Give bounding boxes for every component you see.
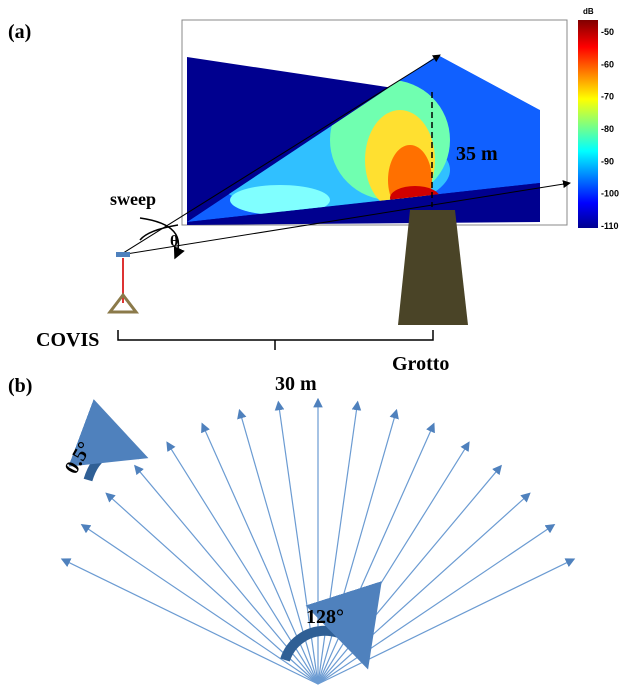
colorbar-tick-label: -70 — [601, 92, 614, 102]
colorbar-ticks: -50 -60 -70 -80 -90 -100 -110 — [601, 27, 619, 231]
grotto-label: Grotto — [392, 353, 449, 375]
colorbar-tick-label: -80 — [601, 124, 614, 134]
colorbar-unit: dB — [583, 7, 594, 16]
distance-brace — [118, 330, 433, 350]
angle-label: θ — [170, 233, 178, 250]
sweep-label: sweep — [110, 189, 156, 209]
covis-label: COVIS — [36, 329, 99, 351]
colorbar-tick-label: -50 — [601, 27, 614, 37]
colorbar-tick-label: -90 — [601, 156, 614, 166]
sonar-head — [116, 252, 130, 257]
span-arrow — [285, 631, 365, 660]
colorbar-tick-label: -110 — [601, 221, 619, 231]
beam-ray — [239, 410, 318, 684]
distance-label: 30 m — [275, 373, 317, 395]
panel-label: (a) — [8, 21, 31, 43]
panel-label: (b) — [8, 375, 32, 397]
colorbar-tick-label: -100 — [601, 189, 619, 199]
step-arrow — [88, 451, 140, 480]
colorbar — [578, 20, 598, 228]
grotto — [398, 210, 468, 325]
span-label: 128° — [306, 606, 344, 628]
beam-ray — [318, 466, 501, 684]
colorbar-tick-label: -60 — [601, 59, 614, 69]
height-label: 35 m — [456, 143, 498, 165]
figure: (a) 35 m dB -50 -60 -70 -80 -90 -100 -110 swee… — [0, 0, 619, 686]
beam-ray — [318, 493, 530, 684]
beam-fan — [62, 399, 574, 684]
